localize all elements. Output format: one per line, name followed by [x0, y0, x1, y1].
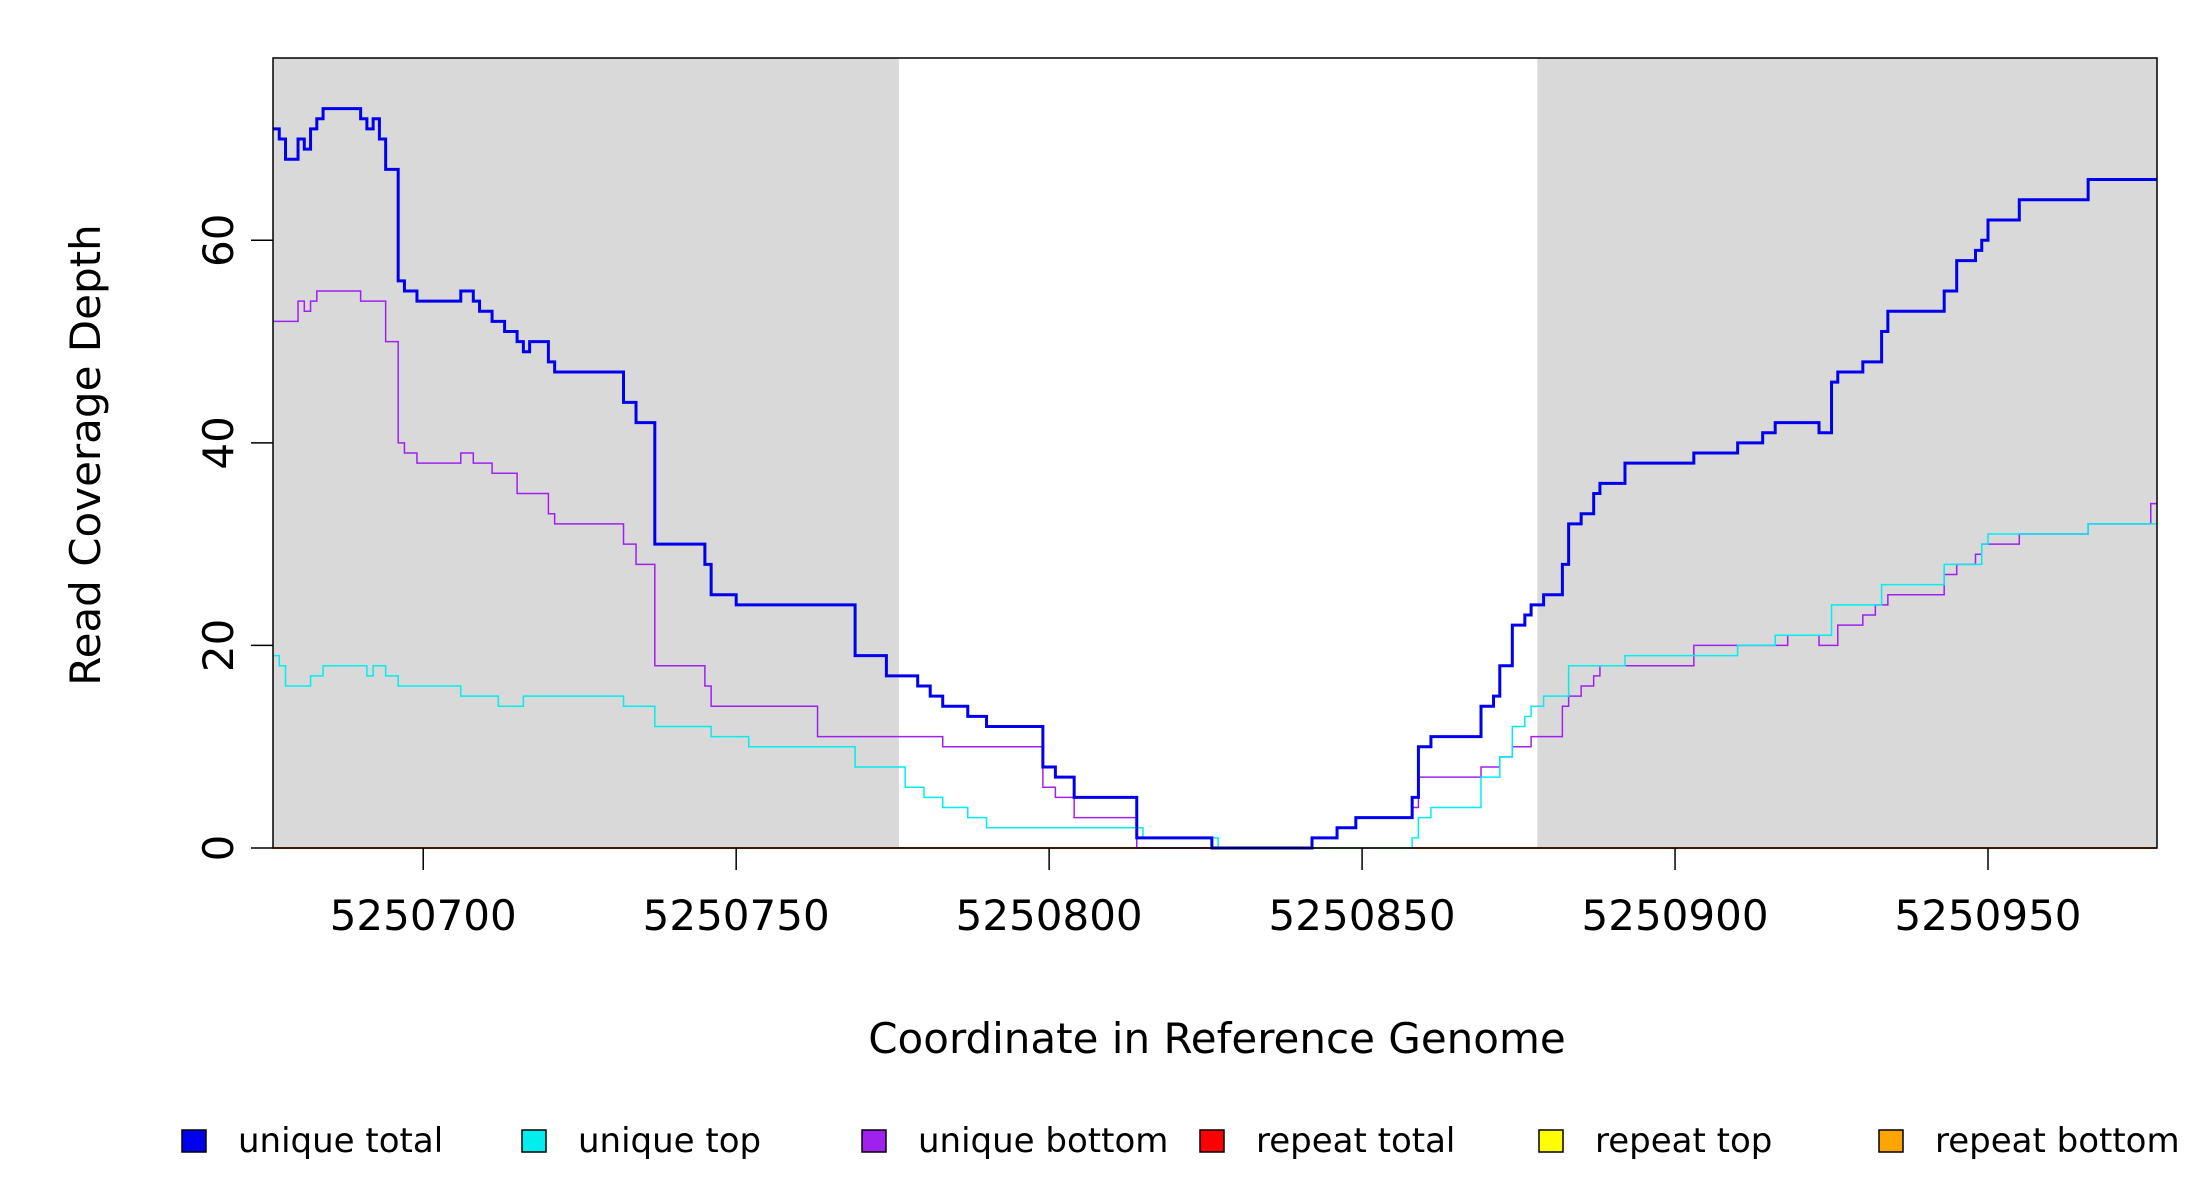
- series-unique-total: [273, 107, 2157, 850]
- legend-swatch-repeat-top: [1538, 1129, 1564, 1153]
- x-tick-label: 5250950: [1894, 891, 2081, 940]
- legend-label-repeat-total: repeat total: [1256, 1121, 1455, 1161]
- legend-swatch-unique-top: [521, 1129, 547, 1153]
- legend: unique total unique top unique bottom repea…: [181, 1121, 2180, 1161]
- x-axis: 5250700 5250750 5250800 5250850 5250900 52509…: [330, 848, 2082, 940]
- legend-swatch-unique-bottom: [861, 1129, 887, 1153]
- shaded-regions: [273, 58, 2157, 848]
- legend-label-unique-total: unique total: [238, 1121, 443, 1161]
- legend-swatch-unique-total: [181, 1129, 207, 1153]
- x-tick-label: 5250900: [1582, 891, 1769, 940]
- y-tick-label: 0: [194, 835, 243, 862]
- y-axis: 0 20 40 60: [194, 214, 273, 862]
- legend-swatch-repeat-total: [1199, 1129, 1225, 1153]
- x-tick-label: 5250800: [956, 891, 1143, 940]
- legend-swatch-repeat-bottom: [1878, 1129, 1904, 1153]
- y-tick-label: 20: [194, 619, 243, 672]
- x-tick-label: 5250750: [643, 891, 830, 940]
- y-axis-label: Read Coverage Depth: [61, 224, 110, 685]
- legend-label-repeat-bottom: repeat bottom: [1935, 1121, 2180, 1161]
- legend-label-unique-bottom: unique bottom: [918, 1121, 1168, 1161]
- shaded-region-1: [273, 58, 899, 848]
- series-unique-top: [273, 523, 2157, 849]
- shaded-region-2: [1537, 58, 2157, 848]
- x-tick-label: 5250700: [330, 891, 517, 940]
- y-tick-label: 60: [194, 214, 243, 267]
- y-tick-label: 40: [194, 416, 243, 469]
- x-tick-label: 5250850: [1269, 891, 1456, 940]
- legend-label-unique-top: unique top: [578, 1121, 761, 1161]
- plot-frame: [272, 57, 2158, 849]
- legend-label-repeat-top: repeat top: [1595, 1121, 1772, 1161]
- x-axis-label: Coordinate in Reference Genome: [868, 1014, 1566, 1063]
